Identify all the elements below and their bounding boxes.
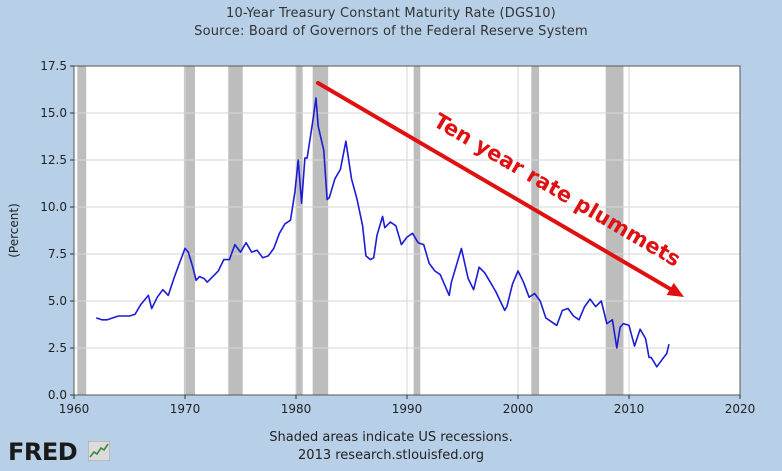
y-tick-label: 15.0 <box>40 106 67 120</box>
recession-bar <box>228 66 243 395</box>
fred-logo[interactable]: FRED <box>8 438 78 466</box>
x-tick-label: 1960 <box>59 402 90 416</box>
fred-chart-icon <box>88 441 110 461</box>
recession-bar <box>312 66 329 395</box>
recession-note: Shaded areas indicate US recessions. <box>269 430 513 445</box>
series-layer <box>95 97 670 368</box>
annotation-arrowhead <box>666 282 684 297</box>
y-axis-label: (Percent) <box>7 203 21 258</box>
recession-bar <box>605 66 624 395</box>
x-tick-label: 2010 <box>614 402 645 416</box>
recession-bar <box>296 66 303 395</box>
x-tick-label: 1970 <box>170 402 201 416</box>
y-tick-label: 12.5 <box>40 153 67 167</box>
recession-bar <box>413 66 421 395</box>
y-tick-label: 5.0 <box>48 294 67 308</box>
source-credit[interactable]: 2013 research.stlouisfed.org <box>298 448 484 463</box>
y-tick-label: 0.0 <box>48 388 67 402</box>
y-tick-label: 10.0 <box>40 200 67 214</box>
axes: 0.0 2.5 5.0 7.5 10.0 12.5 15.0 17.5 1960 1970 1980… <box>7 59 755 416</box>
recession-shading <box>77 66 624 395</box>
x-tick-label: 1980 <box>281 402 312 416</box>
y-tick-label: 7.5 <box>48 247 67 261</box>
series-line <box>95 97 670 368</box>
annotation-arrow-shaft <box>316 81 673 291</box>
chart-title: 10-Year Treasury Constant Maturity Rate … <box>226 6 556 21</box>
x-tick-label: 2020 <box>725 402 756 416</box>
x-tick-label: 1990 <box>392 402 423 416</box>
y-tick-label: 2.5 <box>48 341 67 355</box>
recession-bar <box>183 66 195 395</box>
y-tick-label: 17.5 <box>40 59 67 73</box>
recession-bar <box>531 66 540 395</box>
x-tick-label: 2000 <box>503 402 534 416</box>
recession-bar <box>77 66 87 395</box>
chart-subtitle: Source: Board of Governors of the Federa… <box>194 24 588 39</box>
